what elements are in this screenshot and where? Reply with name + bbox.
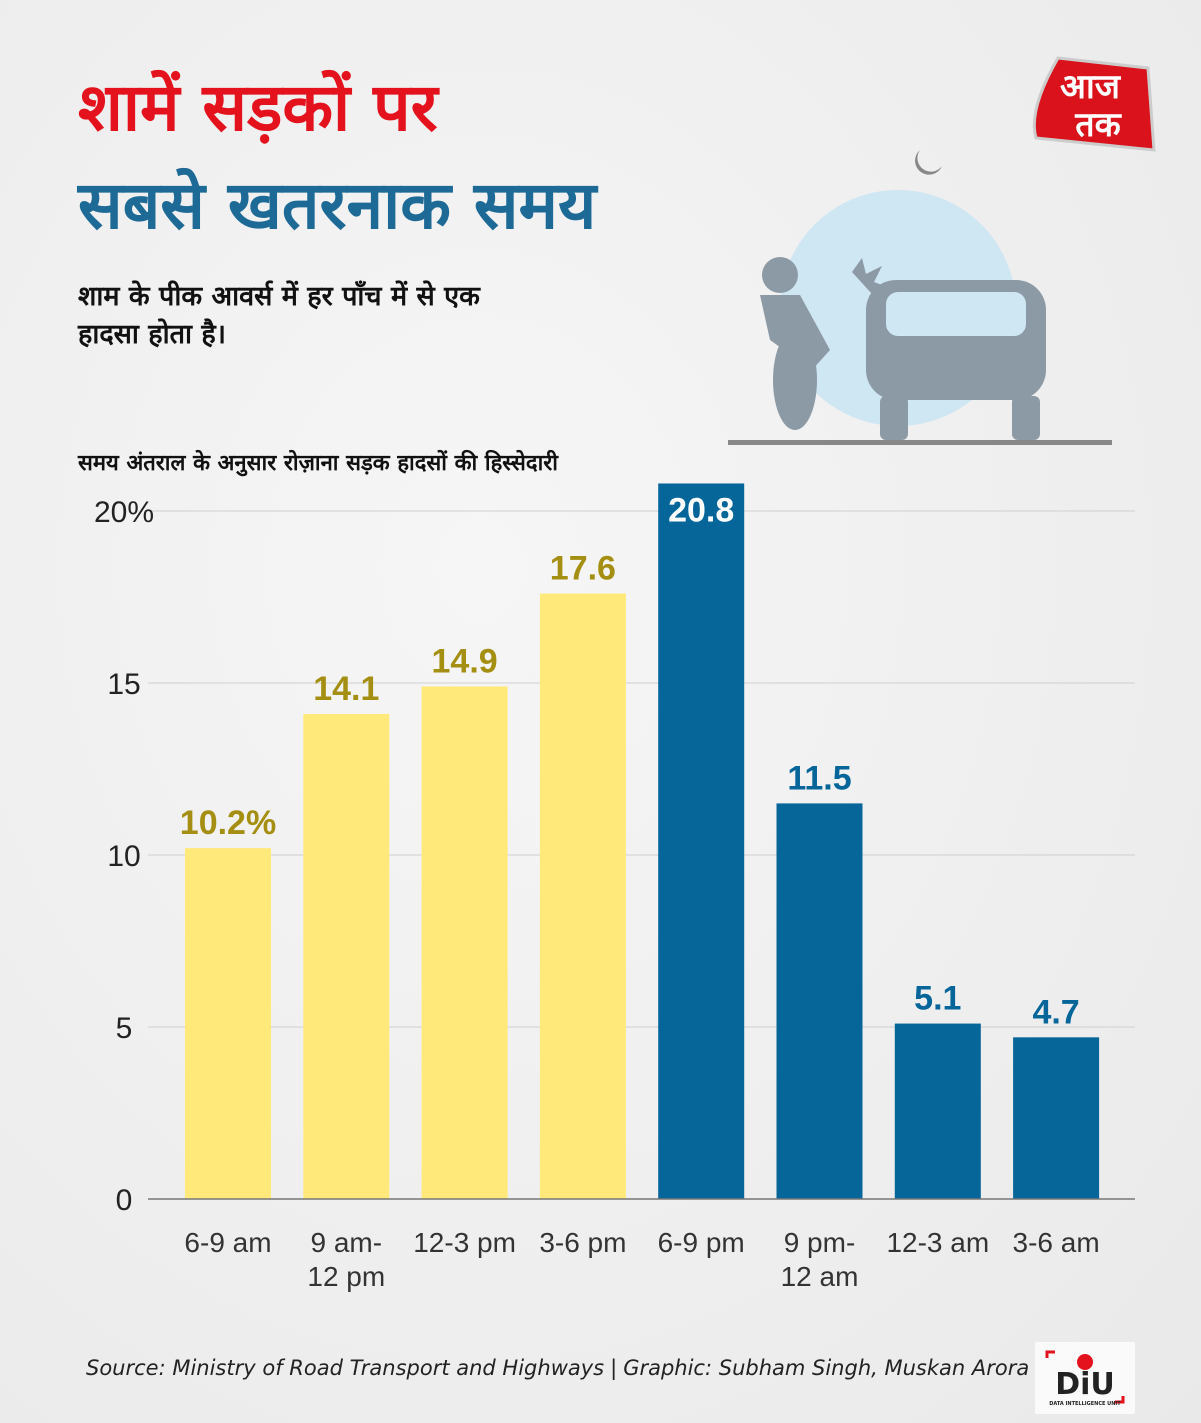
data-label: 17.6 <box>550 550 616 588</box>
data-label: 14.1 <box>313 670 379 708</box>
bar <box>421 686 508 1199</box>
bar <box>185 848 271 1199</box>
x-tick-label: 6-9 am <box>184 1227 271 1258</box>
moon-icon <box>915 150 942 175</box>
diu-logo-text: DiU <box>1055 1367 1115 1402</box>
svg-text:आज: आज <box>1060 67 1122 107</box>
diu-logo: DiU DATA INTELLIGENCE UNIT <box>1035 1342 1135 1414</box>
x-tick-label: 6-9 pm <box>658 1227 745 1258</box>
bar <box>1013 1037 1100 1199</box>
bar <box>776 803 863 1199</box>
x-tick-label: 9 pm- <box>784 1227 856 1258</box>
subtitle: शाम के पीक आवर्स में हर पाँच में से एक ह… <box>78 281 480 350</box>
y-tick-label: 10 <box>107 840 140 873</box>
data-label: 4.7 <box>1032 993 1079 1031</box>
data-label: 20.8 <box>668 491 734 529</box>
data-label: 5.1 <box>914 980 961 1018</box>
x-tick-label: 12-3 pm <box>413 1227 516 1258</box>
bar <box>658 483 745 1200</box>
title-line-1: शामें सड़कों पर <box>78 69 438 146</box>
footer-separator: | <box>610 1356 618 1380</box>
svg-text:तक: तक <box>1074 105 1122 145</box>
data-label: 14.9 <box>432 642 498 680</box>
diu-logo-subtext: DATA INTELLIGENCE UNIT <box>1049 1401 1121 1407</box>
y-tick-label: 0 <box>116 1184 133 1217</box>
aajtak-logo: आज तक <box>1032 56 1156 152</box>
accident-illustration <box>728 150 1112 445</box>
chart-title: समय अंतराल के अनुसार रोज़ाना सड़क हादसों… <box>77 449 559 477</box>
footer: Source: Ministry of Road Transport and H… <box>86 1356 1029 1380</box>
y-tick-label: 20% <box>94 496 154 529</box>
y-tick-label: 5 <box>116 1012 133 1045</box>
data-label: 11.5 <box>787 759 851 797</box>
x-tick-label: 3-6 pm <box>539 1227 626 1258</box>
graphic-credit: Graphic: Subham Singh, Muskan Arora <box>623 1356 1030 1380</box>
source-text: Source: Ministry of Road Transport and H… <box>86 1356 605 1380</box>
x-tick-label: 3-6 am <box>1013 1227 1100 1258</box>
x-tick-label: 9 am- <box>311 1227 383 1258</box>
y-tick-label: 15 <box>107 668 140 701</box>
bar <box>303 713 390 1199</box>
bar <box>894 1023 981 1199</box>
data-label: 10.2% <box>180 804 276 842</box>
x-tick-label: 12 am <box>781 1261 859 1292</box>
title-line-2: सबसे खतरनाक समय <box>78 167 597 244</box>
bar <box>539 593 626 1199</box>
x-tick-label: 12 pm <box>307 1261 385 1292</box>
x-tick-label: 12-3 am <box>886 1227 989 1258</box>
